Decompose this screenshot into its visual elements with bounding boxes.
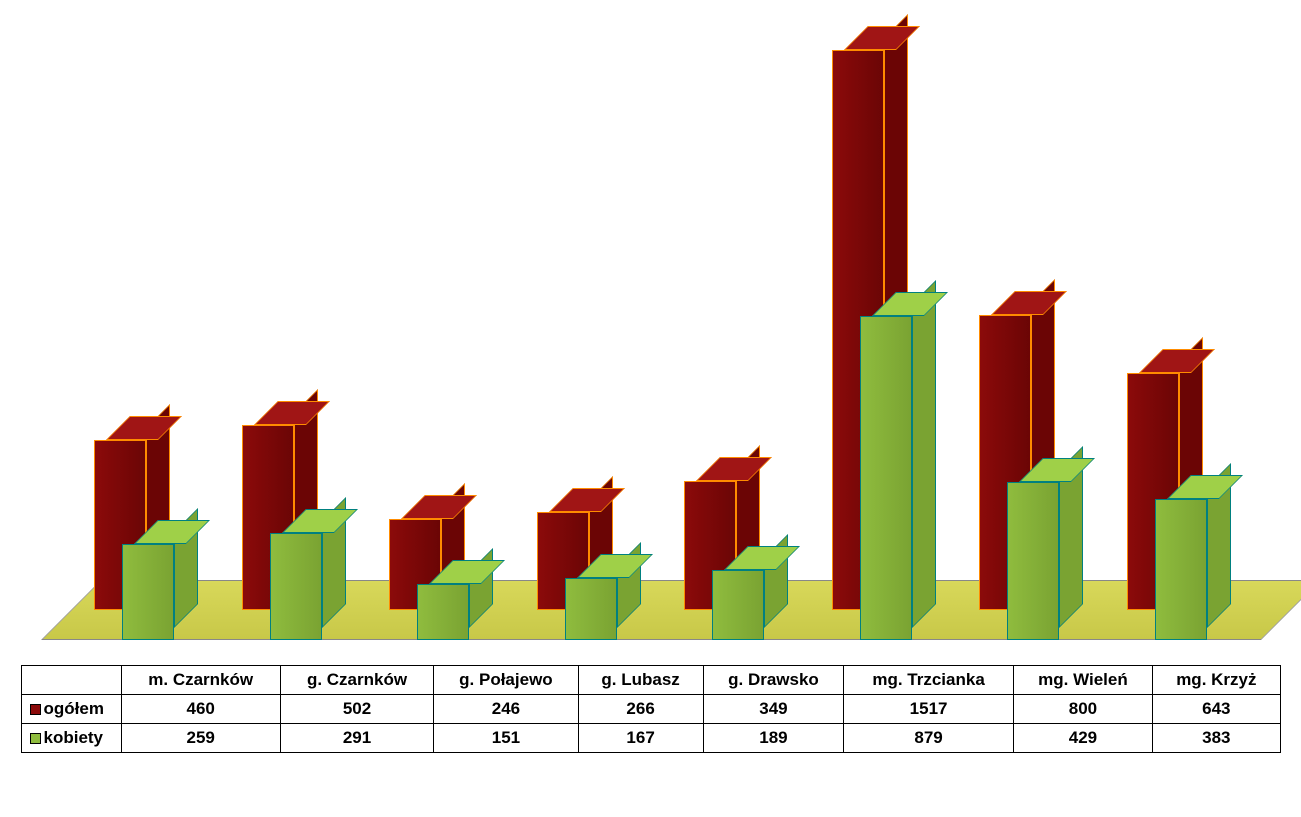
bars-wrapper xyxy=(71,40,1251,640)
bar-top xyxy=(1139,349,1215,373)
bar-group xyxy=(222,40,362,640)
table-value-cell: 151 xyxy=(434,724,579,753)
table-value-cell: 266 xyxy=(578,695,703,724)
bar-front xyxy=(417,584,469,640)
data-table: m. Czarnkówg. Czarnkówg. Połajewog. Luba… xyxy=(21,665,1281,753)
table-category-header: g. Czarnków xyxy=(280,666,433,695)
bar-group xyxy=(369,40,509,640)
table-category-header: mg. Wieleń xyxy=(1013,666,1152,695)
table-value-cell: 429 xyxy=(1013,724,1152,753)
table-value-cell: 800 xyxy=(1013,695,1152,724)
table-category-header: mg. Krzyż xyxy=(1153,666,1280,695)
table-value-cell: 460 xyxy=(121,695,280,724)
bar-group xyxy=(812,40,952,640)
bar-top xyxy=(401,495,477,519)
bar-group xyxy=(1107,40,1247,640)
table-category-header: mg. Trzcianka xyxy=(844,666,1013,695)
bar-front xyxy=(860,316,912,640)
legend-marker xyxy=(30,704,41,715)
bar-top xyxy=(549,488,625,512)
series-label-cell: kobiety xyxy=(21,724,121,753)
bar-top xyxy=(696,457,772,481)
bar-group xyxy=(664,40,804,640)
bar-front xyxy=(270,533,322,640)
series-label-cell: ogółem xyxy=(21,695,121,724)
bar-group xyxy=(74,40,214,640)
bar-front xyxy=(122,544,174,640)
bar-front xyxy=(565,578,617,640)
bar-front xyxy=(1155,499,1207,640)
bar-group xyxy=(959,40,1099,640)
bar-side xyxy=(912,280,936,628)
table-value-cell: 349 xyxy=(703,695,844,724)
table-value-cell: 189 xyxy=(703,724,844,753)
table-value-cell: 879 xyxy=(844,724,1013,753)
table-value-cell: 383 xyxy=(1153,724,1280,753)
table-category-header: m. Czarnków xyxy=(121,666,280,695)
bar-top xyxy=(991,291,1067,315)
table-header-row: m. Czarnkówg. Czarnkówg. Połajewog. Luba… xyxy=(21,666,1280,695)
series-name: kobiety xyxy=(44,728,104,747)
table-value-cell: 246 xyxy=(434,695,579,724)
table-value-cell: 259 xyxy=(121,724,280,753)
table-value-cell: 502 xyxy=(280,695,433,724)
table-corner-cell xyxy=(21,666,121,695)
bar-top xyxy=(844,26,920,50)
table-value-cell: 1517 xyxy=(844,695,1013,724)
table-category-header: g. Drawsko xyxy=(703,666,844,695)
table-category-header: g. Lubasz xyxy=(578,666,703,695)
chart-area xyxy=(21,20,1281,660)
table-category-header: g. Połajewo xyxy=(434,666,579,695)
table-value-cell: 167 xyxy=(578,724,703,753)
table-value-cell: 291 xyxy=(280,724,433,753)
bar-top xyxy=(106,416,182,440)
bar-top xyxy=(254,401,330,425)
legend-marker xyxy=(30,733,41,744)
bar-front xyxy=(1007,482,1059,640)
table-value-cell: 643 xyxy=(1153,695,1280,724)
table-row: kobiety 259291151167189879429383 xyxy=(21,724,1280,753)
series-name: ogółem xyxy=(44,699,104,718)
bar-front xyxy=(712,570,764,640)
chart-container: m. Czarnkówg. Czarnkówg. Połajewog. Luba… xyxy=(21,20,1281,753)
table-row: ogółem 4605022462663491517800643 xyxy=(21,695,1280,724)
bar-group xyxy=(517,40,657,640)
